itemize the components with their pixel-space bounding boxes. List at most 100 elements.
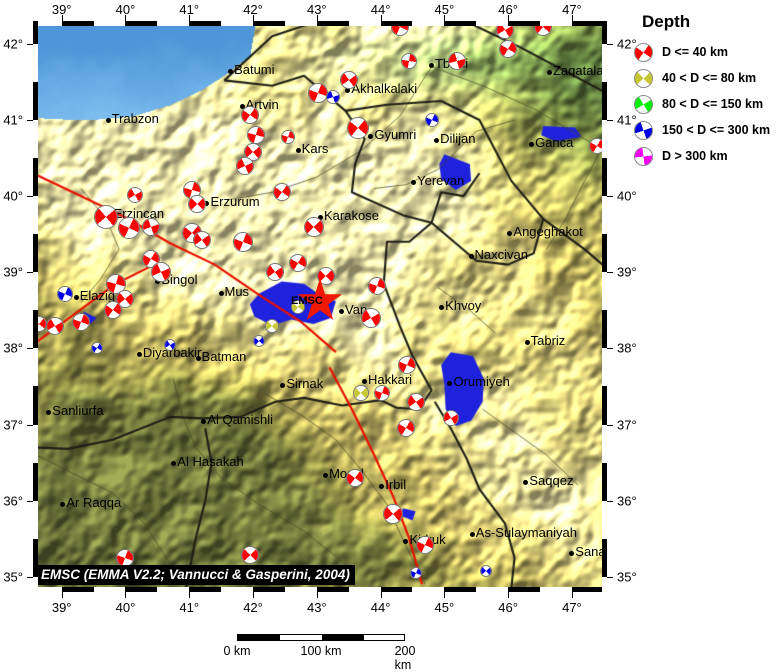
focal-mechanism-beachball[interactable] bbox=[397, 419, 416, 438]
focal-mechanism-beachball[interactable] bbox=[347, 116, 370, 139]
beachball-quadrants bbox=[282, 130, 295, 143]
city-label: Naxcivan bbox=[474, 247, 528, 263]
focal-mechanism-beachball[interactable] bbox=[266, 263, 285, 282]
focal-mechanism-beachball[interactable] bbox=[409, 566, 422, 579]
city-dot-icon bbox=[379, 484, 385, 490]
axis-tick-mark bbox=[508, 15, 510, 21]
beachball-quadrants bbox=[443, 411, 458, 426]
longitude-label-top: 42° bbox=[243, 2, 263, 17]
epicentre-star-marker[interactable]: EMSC bbox=[291, 278, 343, 324]
city-dot-icon bbox=[136, 352, 142, 358]
axis-tick-mark bbox=[444, 592, 446, 598]
focal-mechanism-beachball[interactable] bbox=[416, 535, 435, 554]
city-dot-icon bbox=[403, 538, 409, 544]
focal-mechanism-beachball[interactable] bbox=[240, 105, 259, 124]
focal-mechanism-beachball[interactable] bbox=[164, 338, 177, 351]
city-dot-icon bbox=[60, 502, 66, 508]
focal-mechanism-beachball[interactable] bbox=[247, 126, 266, 145]
focal-mechanism-beachball[interactable] bbox=[499, 40, 518, 59]
longitude-label-top: 46° bbox=[498, 2, 518, 17]
city-dot-icon bbox=[295, 148, 301, 154]
focal-mechanism-beachball[interactable] bbox=[105, 273, 126, 294]
focal-mechanism-beachball[interactable] bbox=[442, 410, 459, 427]
focal-mechanism-beachball[interactable] bbox=[103, 301, 122, 320]
focal-mechanism-beachball[interactable] bbox=[424, 112, 439, 127]
latitude-label-left: 36° bbox=[3, 493, 23, 509]
longitude-label-top: 43° bbox=[306, 2, 327, 17]
focal-mechanism-beachball[interactable] bbox=[244, 142, 263, 161]
beachball-quadrants bbox=[241, 547, 258, 564]
city-label: Orumiyeh bbox=[453, 373, 510, 389]
focal-mechanism-beachball[interactable] bbox=[127, 186, 144, 203]
longitude-label-top: 44° bbox=[370, 2, 391, 17]
axis-tick-mark bbox=[607, 196, 613, 198]
focal-mechanism-beachball[interactable] bbox=[94, 205, 119, 230]
epicentre-label: EMSC bbox=[291, 295, 323, 308]
beachball-quadrants bbox=[234, 232, 253, 251]
latitude-label-right: 38° bbox=[617, 340, 637, 356]
focal-mechanism-beachball[interactable] bbox=[317, 267, 336, 286]
latitude-label-left: 35° bbox=[3, 569, 23, 585]
scale-bar-label: 100 km bbox=[300, 644, 342, 658]
longitude-label-bottom: 46° bbox=[498, 600, 518, 615]
beachball-quadrants bbox=[57, 286, 72, 301]
focal-mechanism-beachball[interactable] bbox=[183, 181, 202, 200]
city-label: Ganca bbox=[535, 135, 574, 151]
latitude-label-right: 37° bbox=[617, 417, 637, 432]
axis-tick-mark bbox=[61, 592, 63, 598]
focal-mechanism-beachball[interactable] bbox=[90, 342, 103, 355]
focal-mechanism-beachball[interactable] bbox=[406, 392, 425, 411]
legend-beachball-icon bbox=[634, 68, 653, 88]
focal-mechanism-beachball[interactable] bbox=[150, 262, 171, 283]
focal-mechanism-beachball[interactable] bbox=[272, 183, 291, 202]
legend-row: D > 300 km bbox=[624, 144, 776, 168]
focal-mechanism-beachball[interactable] bbox=[290, 299, 305, 314]
focal-mechanism-beachball[interactable] bbox=[141, 217, 160, 236]
focal-mechanism-beachball[interactable] bbox=[71, 312, 90, 331]
focal-mechanism-beachball[interactable] bbox=[116, 289, 135, 308]
focal-mechanism-beachball[interactable] bbox=[383, 504, 404, 525]
focal-mechanism-beachball[interactable] bbox=[401, 52, 418, 69]
focal-mechanism-beachball[interactable] bbox=[373, 384, 390, 401]
latitude-label-left: 40° bbox=[3, 188, 23, 204]
longitude-label-bottom: 44° bbox=[370, 600, 391, 615]
longitude-label-bottom: 45° bbox=[434, 600, 455, 615]
city-dot-icon bbox=[345, 87, 351, 93]
focal-mechanism-beachball[interactable] bbox=[193, 231, 211, 250]
focal-mechanism-beachball[interactable] bbox=[368, 276, 387, 295]
focal-mechanism-beachball[interactable] bbox=[233, 231, 254, 252]
city-label: Karakose bbox=[324, 208, 379, 224]
focal-mechanism-beachball[interactable] bbox=[346, 468, 365, 487]
focal-mechanism-beachball[interactable] bbox=[187, 194, 206, 213]
focal-mechanism-beachball[interactable] bbox=[265, 318, 280, 333]
focal-mechanism-beachball[interactable] bbox=[236, 156, 255, 175]
focal-mechanism-beachball[interactable] bbox=[398, 356, 417, 375]
axis-tick-mark bbox=[380, 592, 382, 598]
focal-mechanism-beachball[interactable] bbox=[353, 384, 370, 401]
focal-mechanism-beachball[interactable] bbox=[56, 285, 73, 302]
axis-tick-mark bbox=[607, 272, 613, 274]
legend-row: 80 < D <= 150 km bbox=[624, 92, 776, 116]
scale-bar-segment bbox=[322, 635, 364, 640]
focal-mechanism-beachball[interactable] bbox=[308, 82, 329, 103]
city-dot-icon bbox=[368, 133, 374, 139]
focal-mechanism-beachball[interactable] bbox=[361, 307, 382, 328]
focal-mechanism-beachball[interactable] bbox=[325, 90, 340, 105]
focal-mechanism-beachball[interactable] bbox=[339, 71, 358, 90]
beachball-quadrants bbox=[369, 277, 386, 294]
focal-mechanism-beachball[interactable] bbox=[240, 546, 259, 565]
frame-tick-band-right bbox=[602, 21, 607, 592]
focal-mechanism-beachball[interactable] bbox=[448, 51, 467, 70]
focal-mechanism-beachball[interactable] bbox=[303, 216, 324, 237]
focal-mechanism-beachball[interactable] bbox=[253, 334, 266, 347]
latitude-label-right: 35° bbox=[617, 569, 637, 585]
focal-mechanism-beachball[interactable] bbox=[479, 564, 492, 577]
city-dot-icon bbox=[171, 460, 177, 466]
axis-tick-mark bbox=[316, 592, 318, 598]
beachball-quadrants bbox=[449, 52, 466, 69]
focal-mechanism-beachball[interactable] bbox=[281, 129, 296, 144]
focal-mechanism-beachball[interactable] bbox=[117, 217, 140, 240]
focal-mechanism-beachball[interactable] bbox=[288, 254, 307, 273]
seismicity-map[interactable]: TrabzonBatumiArtvinTbilisiAkhalkalakiZaq… bbox=[33, 21, 607, 592]
focal-mechanism-beachball[interactable] bbox=[46, 316, 65, 335]
